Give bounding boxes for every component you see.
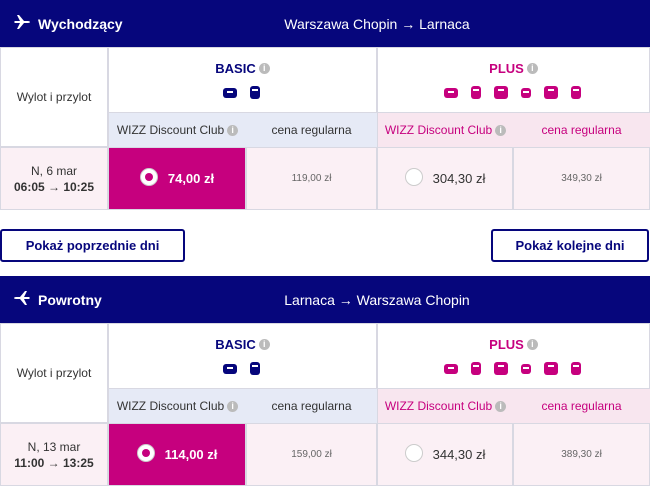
radio-button[interactable]: [139, 168, 158, 189]
info-icon: i: [258, 338, 270, 350]
regular-price[interactable]: 349,30 zł: [513, 147, 650, 210]
fare-name: PLUS: [489, 60, 524, 76]
info-icon: i: [227, 400, 239, 412]
regular-label: cena regularna: [246, 389, 377, 423]
fare-name: BASIC: [215, 60, 256, 76]
direction: Powrotny: [14, 276, 102, 323]
info-icon: i: [258, 62, 270, 74]
flight-times: 11:00 → 13:25: [14, 455, 94, 470]
section-header: Wychodzący Warszawa Chopin → Larnaca: [0, 0, 650, 47]
info-icon: i: [227, 124, 239, 136]
discount-price-cell[interactable]: 74,00 zł: [108, 147, 246, 210]
plane-icon: [14, 14, 30, 33]
regular-price[interactable]: 159,00 zł: [246, 423, 377, 486]
fare-icons: [443, 360, 584, 376]
flight-times: 06:05 → 10:25: [13, 179, 95, 194]
fare-name: BASIC: [215, 336, 256, 352]
discount-price-cell[interactable]: 304,30 zł: [377, 147, 513, 210]
fare-name-row: PLUS i: [489, 337, 538, 352]
regular-label: cena regularna: [513, 389, 650, 423]
fare-header: BASIC i: [108, 47, 377, 113]
regular-price[interactable]: 389,30 zł: [513, 423, 650, 486]
previous-days-button[interactable]: Pokaż poprzednie dni: [0, 229, 185, 262]
direction: Wychodzący: [14, 0, 123, 47]
radio-button[interactable]: [404, 168, 423, 189]
regular-label: cena regularna: [246, 113, 377, 147]
plane-icon: [14, 290, 30, 309]
fare-icons: [222, 360, 263, 376]
fare-header: BASIC i: [108, 323, 377, 389]
row-label: Wylot i przylot: [0, 47, 108, 147]
discount-label-cell: WIZZ Discount Club i: [377, 389, 513, 423]
info-icon: i: [495, 400, 507, 412]
fare-icons: [443, 84, 584, 100]
discount-label-cell: WIZZ Discount Club i: [108, 389, 246, 423]
info-icon: i: [495, 124, 507, 136]
fare-name-row: BASIC i: [215, 336, 270, 352]
row-label: Wylot i przylot: [0, 323, 108, 423]
discount-label-cell: WIZZ Discount Club i: [377, 113, 513, 147]
route: Warszawa Chopin → Larnaca: [284, 15, 470, 32]
flight-cell: N, 13 mar 11:00 → 13:25: [0, 423, 108, 486]
discount-price: 304,30 zł: [432, 171, 486, 186]
fare-header: PLUS i: [377, 323, 650, 389]
discount-price-cell[interactable]: 114,00 zł: [108, 423, 246, 486]
flight-date: N, 6 mar: [30, 163, 77, 178]
discount-label: WIZZ Discount Club: [384, 399, 493, 413]
discount-price: 344,30 zł: [432, 447, 486, 462]
flight-cell: N, 6 mar 06:05 → 10:25: [0, 147, 108, 210]
discount-label-cell: WIZZ Discount Club i: [108, 113, 246, 147]
discount-price-cell[interactable]: 344,30 zł: [377, 423, 513, 486]
fare-name-row: BASIC i: [215, 60, 270, 76]
discount-price: 74,00 zł: [167, 171, 215, 186]
discount-label: WIZZ Discount Club: [116, 123, 225, 137]
discount-label: WIZZ Discount Club: [384, 123, 493, 137]
fare-icons: [222, 84, 263, 100]
discount-price: 114,00 zł: [164, 447, 218, 462]
radio-button[interactable]: [136, 444, 155, 465]
regular-label: cena regularna: [513, 113, 650, 147]
radio-button[interactable]: [404, 444, 423, 465]
section-header: Powrotny Larnaca → Warszawa Chopin: [0, 276, 650, 323]
fare-header: PLUS i: [377, 47, 650, 113]
flight-date: N, 13 mar: [27, 439, 81, 454]
info-icon: i: [526, 62, 538, 74]
route: Larnaca → Warszawa Chopin: [284, 291, 470, 308]
fare-name: PLUS: [489, 336, 524, 352]
discount-label: WIZZ Discount Club: [116, 399, 225, 413]
fare-name-row: PLUS i: [489, 61, 538, 76]
info-icon: i: [526, 338, 538, 350]
next-days-button[interactable]: Pokaż kolejne dni: [491, 229, 649, 262]
direction-label: Powrotny: [38, 291, 102, 308]
direction-label: Wychodzący: [38, 15, 123, 32]
regular-price[interactable]: 119,00 zł: [246, 147, 377, 210]
